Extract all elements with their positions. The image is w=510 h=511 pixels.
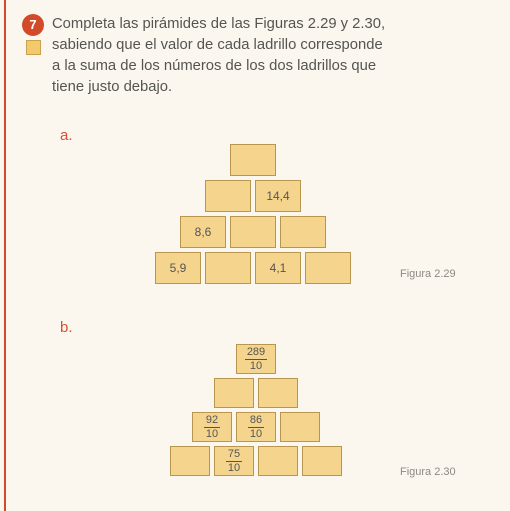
left-margin-rule	[4, 0, 6, 511]
fraction: 8610	[248, 415, 264, 440]
fraction: 9210	[204, 415, 220, 440]
instruction-line: a la suma de los números de los dos ladr…	[52, 58, 376, 74]
pyramid-a-brick: 5,9	[155, 252, 201, 284]
pyramid-b-brick	[214, 378, 254, 408]
fraction: 7510	[226, 449, 242, 474]
pyramid-b-brick: 9210	[192, 412, 232, 442]
pyramid-b-brick	[280, 412, 320, 442]
pyramid-a-brick	[230, 144, 276, 176]
pyramid-a-brick	[205, 180, 251, 212]
pyramid-b-brick: 28910	[236, 344, 276, 374]
pyramid-a-brick: 14,4	[255, 180, 301, 212]
part-label-a: a.	[60, 127, 73, 144]
pyramid-a-brick: 8,6	[180, 216, 226, 248]
pyramid-b-brick	[170, 446, 210, 476]
pyramid-b-brick	[258, 446, 298, 476]
pyramid-a-brick	[305, 252, 351, 284]
pyramid-b-brick: 7510	[214, 446, 254, 476]
pyramid-b-brick	[302, 446, 342, 476]
pyramid-b-brick: 8610	[236, 412, 276, 442]
pyramid-a-brick	[205, 252, 251, 284]
instruction-line: tiene justo debajo.	[52, 79, 172, 95]
fraction: 28910	[245, 347, 267, 372]
exercise-number-badge: 7	[22, 14, 44, 36]
pyramid-a-brick	[230, 216, 276, 248]
instruction-line: Completa las pirámides de las Figuras 2.…	[52, 16, 385, 32]
part-label-b: b.	[60, 319, 73, 336]
instruction-text: Completa las pirámides de las Figuras 2.…	[52, 14, 490, 98]
figure-caption: Figura 2.29	[400, 268, 456, 280]
pyramid-a-brick: 4,1	[255, 252, 301, 284]
instruction-line: sabiendo que el valor de cada ladrillo c…	[52, 37, 383, 53]
figure-caption: Figura 2.30	[400, 466, 456, 478]
square-bullet-icon	[26, 40, 41, 55]
pyramid-b-brick	[258, 378, 298, 408]
pyramid-a-brick	[280, 216, 326, 248]
